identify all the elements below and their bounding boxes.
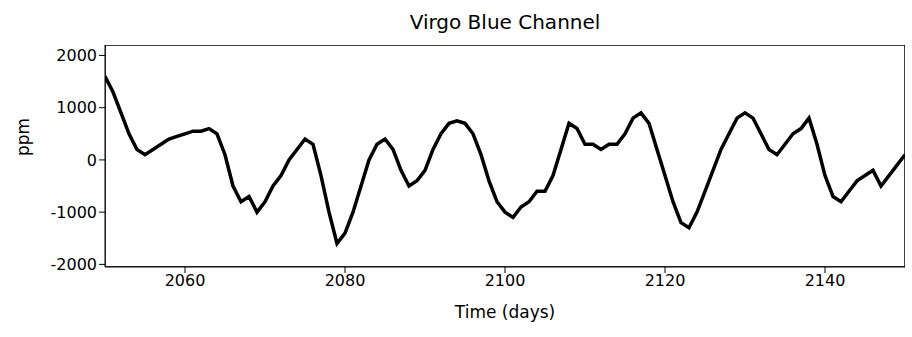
svg-text:2120: 2120 [645,271,686,290]
svg-text:2140: 2140 [805,271,846,290]
svg-text:-1000: -1000 [51,203,98,222]
svg-text:Time (days): Time (days) [454,302,555,322]
svg-text:2000: 2000 [56,46,97,65]
svg-text:2080: 2080 [325,271,366,290]
svg-text:ppm: ppm [13,118,33,156]
svg-text:0: 0 [87,151,97,170]
svg-text:2100: 2100 [485,271,526,290]
html-text:Virgo Blue Channel: Virgo Blue Channel [409,10,601,34]
svg-text:-2000: -2000 [51,255,98,274]
svg-text:1000: 1000 [56,98,97,117]
svg-text:2060: 2060 [165,271,206,290]
